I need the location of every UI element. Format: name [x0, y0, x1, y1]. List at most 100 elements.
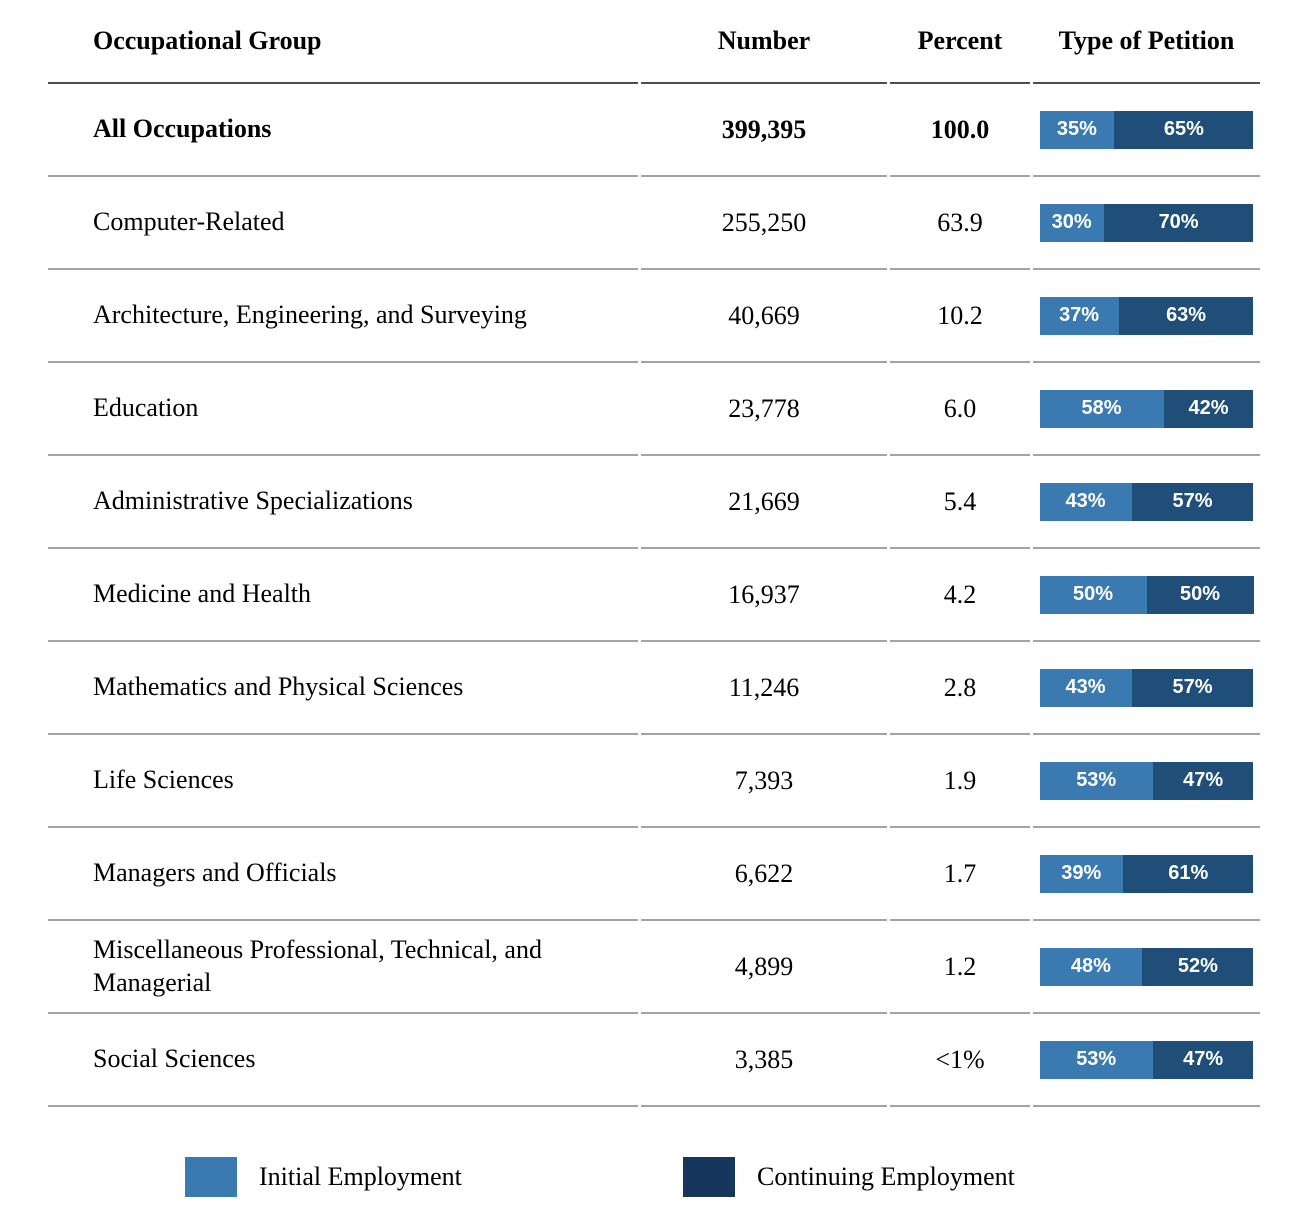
group-cell: Administrative Specializations — [48, 456, 638, 549]
petition-cell: 43% 57% — [1033, 642, 1260, 735]
legend-item-initial: Initial Employment — [185, 1157, 683, 1197]
legend-swatch-continuing — [683, 1157, 735, 1197]
table-row: Life Sciences 7,393 1.9 53% 47% — [48, 735, 1260, 828]
column-header-occupational-group: Occupational Group — [48, 0, 638, 84]
group-cell: Mathematics and Physical Sciences — [48, 642, 638, 735]
percent-cell: 10.2 — [890, 270, 1030, 363]
stacked-bar: 58% 42% — [1039, 389, 1254, 428]
legend-item-continuing: Continuing Employment — [683, 1157, 1015, 1197]
occupation-table: Occupational Group Number Percent Type o… — [45, 0, 1263, 1107]
number-cell: 3,385 — [641, 1014, 887, 1107]
column-header-percent: Percent — [890, 0, 1030, 84]
percent-cell: 5.4 — [890, 456, 1030, 549]
table-row: Mathematics and Physical Sciences 11,246… — [48, 642, 1260, 735]
percent-cell: 1.9 — [890, 735, 1030, 828]
column-header-type-of-petition: Type of Petition — [1033, 0, 1260, 84]
group-label: Architecture, Engineering, and Surveying — [93, 300, 527, 330]
stacked-bar: 53% 47% — [1039, 761, 1254, 800]
group-cell: Miscellaneous Professional, Technical, a… — [48, 921, 638, 1014]
petition-cell: 39% 61% — [1033, 828, 1260, 921]
group-cell: Architecture, Engineering, and Surveying — [48, 270, 638, 363]
bar-initial-segment: 30% — [1039, 203, 1104, 242]
number-cell: 11,246 — [641, 642, 887, 735]
number-cell: 7,393 — [641, 735, 887, 828]
bar-continuing-segment: 63% — [1118, 296, 1254, 335]
group-cell: Computer-Related — [48, 177, 638, 270]
table-row: Social Sciences 3,385 <1% 53% 47% — [48, 1014, 1260, 1107]
group-label: Computer-Related — [93, 207, 285, 237]
table-row: Managers and Officials 6,622 1.7 39% 61% — [48, 828, 1260, 921]
bar-initial-segment: 35% — [1039, 110, 1115, 149]
petition-cell: 37% 63% — [1033, 270, 1260, 363]
table-body: All Occupations 399,395 100.0 35% 65% Co… — [48, 84, 1260, 1107]
petition-cell: 48% 52% — [1033, 921, 1260, 1014]
bar-initial-segment: 48% — [1039, 947, 1143, 986]
bar-continuing-segment: 42% — [1163, 389, 1254, 428]
petition-cell: 43% 57% — [1033, 456, 1260, 549]
group-label: Miscellaneous Professional, Technical, a… — [93, 935, 542, 997]
bar-continuing-segment: 70% — [1103, 203, 1254, 242]
percent-cell: 4.2 — [890, 549, 1030, 642]
group-label: Administrative Specializations — [93, 486, 413, 516]
legend-label-continuing: Continuing Employment — [757, 1162, 1015, 1191]
percent-cell: 1.2 — [890, 921, 1030, 1014]
stacked-bar: 43% 57% — [1039, 482, 1254, 521]
group-label: Mathematics and Physical Sciences — [93, 672, 464, 702]
petition-cell: 35% 65% — [1033, 84, 1260, 177]
group-cell: Managers and Officials — [48, 828, 638, 921]
stacked-bar: 50% 50% — [1039, 575, 1254, 614]
percent-cell: 6.0 — [890, 363, 1030, 456]
number-cell: 6,622 — [641, 828, 887, 921]
petition-cell: 30% 70% — [1033, 177, 1260, 270]
bar-initial-segment: 37% — [1039, 296, 1119, 335]
petition-cell: 53% 47% — [1033, 735, 1260, 828]
group-cell: Education — [48, 363, 638, 456]
group-label: Medicine and Health — [93, 579, 312, 609]
bar-initial-segment: 43% — [1039, 482, 1132, 521]
legend: Initial Employment Continuing Employment — [185, 1157, 1300, 1197]
table-row: Computer-Related 255,250 63.9 30% 70% — [48, 177, 1260, 270]
stacked-bar: 43% 57% — [1039, 668, 1254, 707]
number-cell: 21,669 — [641, 456, 887, 549]
legend-label-initial: Initial Employment — [259, 1162, 462, 1191]
bar-continuing-segment: 57% — [1131, 482, 1254, 521]
table-row: Architecture, Engineering, and Surveying… — [48, 270, 1260, 363]
number-cell: 4,899 — [641, 921, 887, 1014]
bar-continuing-segment: 47% — [1152, 761, 1254, 800]
group-label: Life Sciences — [93, 765, 234, 795]
percent-cell: 1.7 — [890, 828, 1030, 921]
group-cell: Life Sciences — [48, 735, 638, 828]
bar-continuing-segment: 50% — [1146, 575, 1254, 614]
stacked-bar: 35% 65% — [1039, 110, 1254, 149]
group-label: Managers and Officials — [93, 858, 337, 888]
number-cell: 23,778 — [641, 363, 887, 456]
header-row: Occupational Group Number Percent Type o… — [48, 0, 1260, 84]
percent-cell: <1% — [890, 1014, 1030, 1107]
percent-cell: 2.8 — [890, 642, 1030, 735]
bar-initial-segment: 39% — [1039, 854, 1123, 893]
bar-continuing-segment: 57% — [1131, 668, 1254, 707]
group-label: All Occupations — [93, 114, 272, 144]
legend-swatch-initial — [185, 1157, 237, 1197]
stacked-bar: 53% 47% — [1039, 1040, 1254, 1079]
group-cell: All Occupations — [48, 84, 638, 177]
bar-initial-segment: 43% — [1039, 668, 1132, 707]
table-row: Medicine and Health 16,937 4.2 50% 50% — [48, 549, 1260, 642]
bar-continuing-segment: 52% — [1142, 947, 1254, 986]
group-cell: Social Sciences — [48, 1014, 638, 1107]
table-row: Education 23,778 6.0 58% 42% — [48, 363, 1260, 456]
group-cell: Medicine and Health — [48, 549, 638, 642]
number-cell: 40,669 — [641, 270, 887, 363]
number-cell: 16,937 — [641, 549, 887, 642]
stacked-bar: 39% 61% — [1039, 854, 1254, 893]
table-row: All Occupations 399,395 100.0 35% 65% — [48, 84, 1260, 177]
table-header: Occupational Group Number Percent Type o… — [48, 0, 1260, 84]
petition-cell: 50% 50% — [1033, 549, 1260, 642]
group-label: Social Sciences — [93, 1044, 256, 1074]
percent-cell: 100.0 — [890, 84, 1030, 177]
stacked-bar: 37% 63% — [1039, 296, 1254, 335]
table-row: Miscellaneous Professional, Technical, a… — [48, 921, 1260, 1014]
stacked-bar: 30% 70% — [1039, 203, 1254, 242]
number-cell: 255,250 — [641, 177, 887, 270]
stacked-bar: 48% 52% — [1039, 947, 1254, 986]
